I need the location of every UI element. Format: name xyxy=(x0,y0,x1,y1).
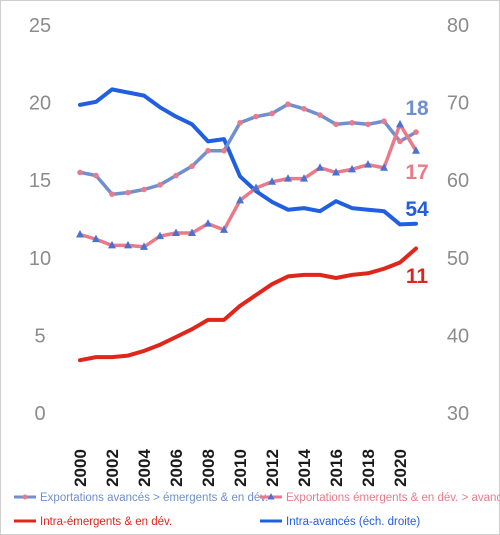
end-label-2: 11 xyxy=(406,265,429,288)
series-point-0 xyxy=(173,172,179,179)
series-point-0 xyxy=(365,121,371,128)
y-tick-label-left: 15 xyxy=(29,170,51,192)
series-point-1 xyxy=(140,242,148,250)
x-tick-label: 2002 xyxy=(103,449,122,487)
series-point-1 xyxy=(92,234,100,243)
y-tick-label-left: 0 xyxy=(34,403,45,425)
series-point-0 xyxy=(317,112,323,118)
y-tick-label-left: 10 xyxy=(29,248,51,270)
series-line-3 xyxy=(78,87,418,227)
series-point-1 xyxy=(300,174,308,182)
series-point-1 xyxy=(396,119,404,128)
x-tick-label: 2012 xyxy=(263,449,282,487)
series-point-1 xyxy=(316,163,324,171)
legend-marker-1 xyxy=(267,493,275,500)
x-tick-label: 2014 xyxy=(295,449,314,487)
series-point-1 xyxy=(252,183,260,191)
end-label-1: 17 xyxy=(405,161,428,184)
chart-axes: 0 5 10 15 20 25 30 40 50 60 70 80 2000 2002 2004 2006 20… xyxy=(29,15,469,487)
series-point-1 xyxy=(124,240,132,249)
series-point-0 xyxy=(125,189,131,196)
series-point-1 xyxy=(204,219,212,227)
legend-label-0: Exportations avancés > émergents & en dé… xyxy=(40,492,268,504)
y-tick-label-right: 40 xyxy=(447,325,469,347)
series-point-0 xyxy=(237,119,243,126)
series-point-0 xyxy=(397,138,403,145)
series-point-0 xyxy=(109,191,115,197)
series-point-1 xyxy=(412,146,420,154)
series-point-1 xyxy=(188,228,196,236)
series-point-0 xyxy=(253,113,259,120)
series-point-1 xyxy=(284,174,292,182)
y-tick-label-right: 80 xyxy=(447,15,469,37)
x-tick-label: 2020 xyxy=(391,449,410,487)
legend-label-2: Intra-émergents & en dév. xyxy=(40,516,172,528)
series-point-1 xyxy=(268,177,276,185)
end-label-3: 54 xyxy=(405,198,429,221)
x-tick-label: 2018 xyxy=(359,449,378,487)
series-point-1 xyxy=(236,195,244,204)
legend-marker-0 xyxy=(22,494,28,500)
series-point-1 xyxy=(332,167,340,176)
series-point-0 xyxy=(381,118,387,125)
plot-area xyxy=(76,87,420,363)
series-point-1 xyxy=(156,231,164,240)
series-point-0 xyxy=(301,106,307,112)
series-point-0 xyxy=(285,101,291,107)
series-point-1 xyxy=(76,230,84,238)
series-point-0 xyxy=(333,121,339,128)
x-tick-label: 2010 xyxy=(231,449,250,487)
end-labels: 18 17 11 54 xyxy=(405,97,429,288)
series-point-0 xyxy=(221,147,227,154)
series-point-0 xyxy=(413,129,419,135)
y-tick-label-right: 60 xyxy=(447,170,469,192)
y-tick-label-left: 20 xyxy=(29,93,51,115)
y-tick-label-right: 70 xyxy=(447,93,469,115)
series-point-0 xyxy=(349,119,355,126)
series-point-1 xyxy=(108,240,116,249)
series-point-1 xyxy=(220,225,228,233)
series-point-1 xyxy=(172,228,180,236)
series-point-0 xyxy=(93,172,99,179)
series-line-2 xyxy=(78,246,418,363)
series-line-0 xyxy=(78,102,418,196)
legend-label-3: Intra-avancés (éch. droite) xyxy=(286,516,420,528)
series-point-1 xyxy=(364,160,372,168)
x-tick-label: 2016 xyxy=(327,449,346,487)
series-line-1 xyxy=(78,122,418,249)
series-point-0 xyxy=(205,147,211,154)
end-label-0: 18 xyxy=(405,97,429,120)
x-tick-label: 2008 xyxy=(199,449,218,487)
series-point-1 xyxy=(348,164,356,173)
y-tick-label-left: 25 xyxy=(29,15,51,37)
series-point-0 xyxy=(141,186,147,193)
series-point-0 xyxy=(189,163,195,170)
x-tick-label: 2004 xyxy=(135,449,154,487)
y-tick-label-left: 5 xyxy=(34,325,45,347)
y-tick-label-right: 30 xyxy=(447,403,469,425)
legend: Exportations avancés > émergents & en dé… xyxy=(14,492,500,528)
legend-label-1: Exportations émergents & en dév. > avanc… xyxy=(286,492,500,504)
series-point-1 xyxy=(380,163,388,171)
x-tick-label: 2006 xyxy=(167,449,186,487)
series-point-0 xyxy=(77,169,83,176)
x-tick-label: 2000 xyxy=(71,449,90,487)
series-point-0 xyxy=(269,110,275,117)
y-tick-label-right: 50 xyxy=(447,248,469,270)
series-point-0 xyxy=(157,182,163,188)
